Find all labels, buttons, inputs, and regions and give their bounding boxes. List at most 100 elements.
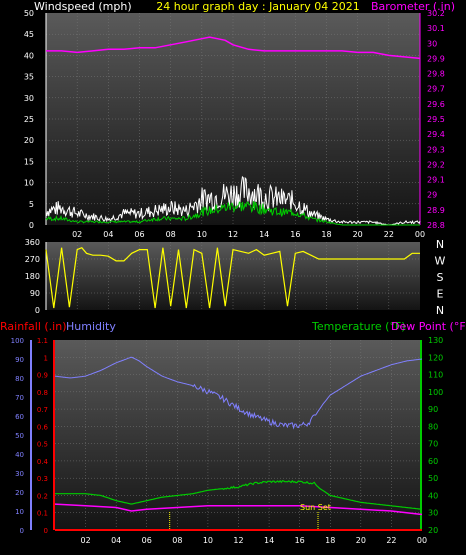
hour-tick-label: 14	[259, 230, 269, 239]
humidity-tick-label: 30	[15, 470, 24, 478]
barometer-line	[46, 36, 421, 60]
barometer-label: Barometer (.in)	[371, 0, 455, 13]
direction-tick-label: 90	[30, 289, 40, 298]
hour-tick-label: 18	[325, 536, 335, 545]
wind-tick-label: 10	[24, 179, 34, 188]
rainfall-tick-label: 1	[44, 354, 48, 362]
wind-tick-label: 25	[24, 115, 34, 124]
hour-tick-label: 20	[353, 230, 363, 239]
direction-tick-label: 180	[25, 272, 40, 281]
hour-tick-label: 04	[103, 230, 113, 239]
temperature-tick-label: 110	[428, 371, 443, 380]
compass-label: S	[437, 271, 444, 284]
humidity-label: Humidity	[66, 320, 116, 333]
barometer-tick-label: 29	[427, 191, 437, 200]
barometer-tick-label: 30.1	[427, 24, 445, 33]
barometer-tick-label: 29.1	[427, 176, 445, 185]
barometer-tick-label: 30	[427, 39, 437, 48]
wind-tick-label: 0	[29, 221, 34, 230]
barometer-tick-label: 29.8	[427, 70, 445, 79]
humidity-temperature-panel	[55, 340, 422, 530]
humidity-tick-label: 60	[15, 413, 24, 421]
hour-tick-label: 00	[415, 230, 425, 239]
wind-tick-label: 5	[29, 200, 34, 209]
hour-tick-label: 14	[264, 536, 274, 545]
barometer-tick-label: 29.6	[427, 100, 445, 109]
hour-tick-label: 20	[356, 536, 366, 545]
rainfall-tick-label: 0.8	[37, 389, 48, 397]
barometer-tick-label: 29.9	[427, 54, 445, 63]
rainfall-label: Rainfall (.in)	[0, 320, 67, 333]
compass-label: N	[436, 304, 444, 317]
hour-tick-label: 06	[134, 230, 144, 239]
rainfall-tick-label: 0.1	[37, 510, 48, 518]
humidity-tick-label: 100	[11, 337, 24, 345]
rainfall-tick-label: 0.7	[37, 406, 48, 414]
wind-tick-label: 50	[24, 9, 34, 18]
barometer-tick-label: 28.8	[427, 221, 445, 230]
rainfall-tick-label: 1.1	[37, 337, 48, 345]
barometer-tick-label: 29.5	[427, 115, 445, 124]
compass-label: N	[436, 238, 444, 251]
hour-tick-label: 08	[166, 230, 176, 239]
temperature-tick-label: 20	[428, 526, 438, 535]
humidity-tick-label: 80	[15, 375, 24, 383]
compass-label: E	[437, 288, 444, 301]
barometer-tick-label: 29.4	[427, 130, 445, 139]
rainfall-tick-label: 0	[44, 527, 48, 535]
sunset-label: Sun Set	[300, 503, 331, 512]
direction-tick-label: 0	[35, 306, 40, 315]
temperature-tick-label: 130	[428, 336, 443, 345]
temperature-tick-label: 50	[428, 474, 438, 483]
dewpoint-line	[54, 503, 423, 516]
temperature-tick-label: 80	[428, 422, 438, 431]
hour-tick-label: 12	[228, 230, 238, 239]
hour-tick-label: 02	[80, 536, 90, 545]
wind-tick-label: 15	[24, 157, 34, 166]
barometer-tick-label: 30.2	[427, 9, 445, 18]
hour-tick-label: 06	[142, 536, 152, 545]
wind-tick-label: 45	[24, 30, 34, 39]
humidity-tick-label: 50	[15, 432, 24, 440]
temperature-tick-label: 70	[428, 440, 438, 449]
hour-tick-label: 00	[417, 536, 427, 545]
hour-tick-label: 04	[111, 536, 121, 545]
graph-title: 24 hour graph day : January 04 2021	[156, 0, 360, 13]
rainfall-tick-label: 0.6	[37, 423, 49, 431]
compass-label: W	[435, 255, 446, 268]
wind-tick-label: 40	[24, 51, 34, 60]
humidity-tick-label: 10	[15, 508, 24, 516]
humidity-line	[54, 356, 423, 430]
wind-tick-label: 35	[24, 73, 34, 82]
direction-tick-label: 270	[25, 255, 40, 264]
wind-direction-line	[45, 246, 420, 309]
temperature-tick-label: 30	[428, 509, 438, 518]
humidity-tick-label: 40	[15, 451, 24, 459]
humidity-tick-label: 0	[20, 527, 24, 535]
hour-tick-label: 02	[72, 230, 82, 239]
humidity-tick-label: 90	[15, 356, 24, 364]
hour-tick-label: 22	[386, 536, 396, 545]
hour-tick-label: 18	[321, 230, 331, 239]
hour-tick-label: 10	[197, 230, 207, 239]
temperature-line	[55, 479, 423, 510]
hour-tick-label: 12	[233, 536, 243, 545]
temperature-tick-label: 100	[428, 388, 443, 397]
barometer-tick-label: 29.7	[427, 85, 445, 94]
barometer-tick-label: 28.9	[427, 206, 445, 215]
hour-tick-label: 16	[295, 536, 305, 545]
temperature-tick-label: 60	[428, 457, 438, 466]
dewpoint-label: Dew Point (°F)	[391, 320, 466, 333]
temperature-label: Temperature (°F)	[311, 320, 406, 333]
temperature-tick-label: 90	[428, 405, 438, 414]
direction-tick-label: 360	[25, 238, 40, 247]
hour-tick-label: 08	[172, 536, 182, 545]
temperature-tick-label: 40	[428, 491, 438, 500]
rainfall-tick-label: 0.3	[37, 475, 48, 483]
humidity-tick-label: 70	[15, 394, 24, 402]
windspeed-label: Windspeed (mph)	[34, 0, 132, 13]
rainfall-tick-label: 0.4	[37, 458, 49, 466]
hour-tick-label: 10	[203, 536, 213, 545]
barometer-tick-label: 29.3	[427, 145, 445, 154]
